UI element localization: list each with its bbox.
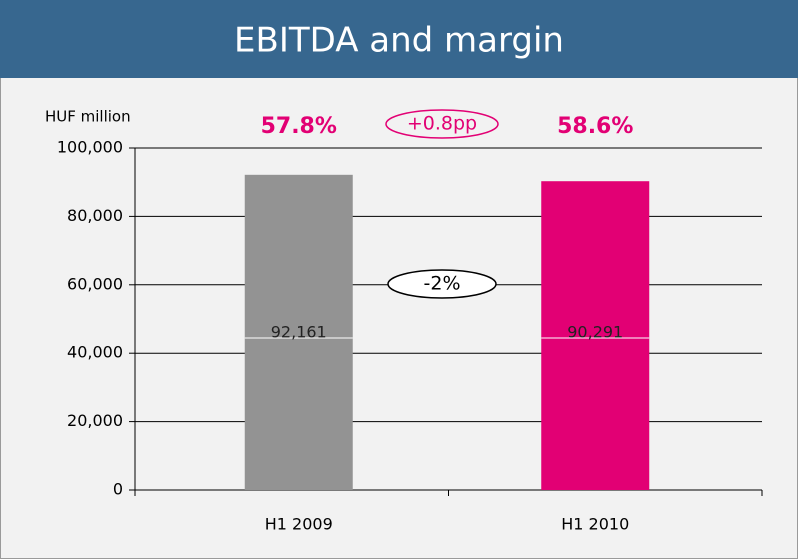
y-tick-label: 0 bbox=[113, 480, 123, 499]
bar bbox=[541, 181, 650, 490]
y-tick-label: 80,000 bbox=[67, 206, 123, 225]
margin-change-ellipse bbox=[385, 109, 499, 139]
x-tick-label: H1 2010 bbox=[561, 515, 629, 534]
x-tick-label: H1 2009 bbox=[265, 515, 333, 534]
margin-label: 58.6% bbox=[557, 114, 633, 139]
y-tick-label: 100,000 bbox=[57, 138, 123, 157]
chart-title: EBITDA and margin bbox=[234, 21, 564, 61]
bar bbox=[244, 174, 353, 490]
margin-label: 57.8% bbox=[261, 114, 337, 139]
value-label: 90,291 bbox=[567, 323, 623, 342]
header bbox=[0, 0, 798, 78]
y-tick-label: 20,000 bbox=[67, 411, 123, 430]
y-tick-label: 40,000 bbox=[67, 343, 123, 362]
y-tick-label: 60,000 bbox=[67, 274, 123, 293]
margin-change: +0.8pp bbox=[407, 113, 477, 135]
value-label: 92,161 bbox=[271, 323, 327, 342]
value-change: -2% bbox=[424, 273, 461, 295]
value-change-ellipse bbox=[387, 269, 497, 299]
unit-label: HUF million bbox=[45, 108, 131, 126]
